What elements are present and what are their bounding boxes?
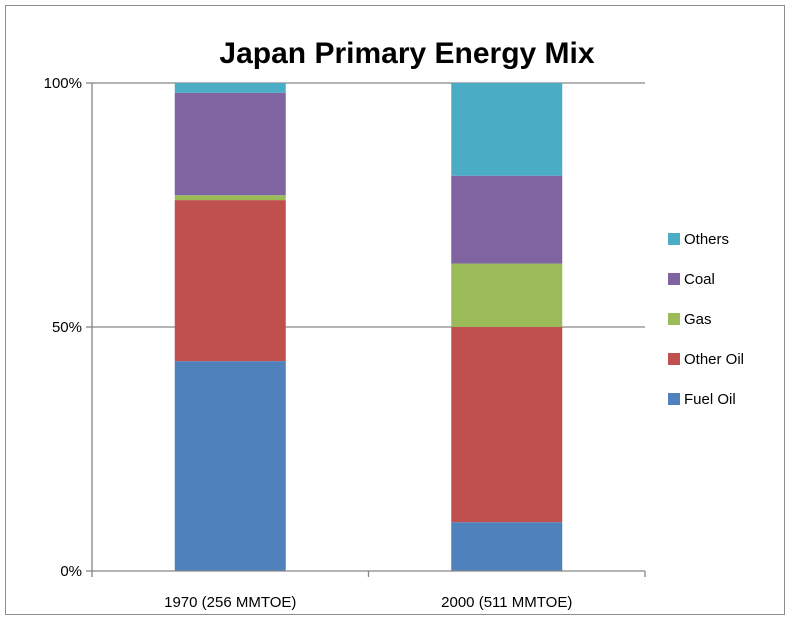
bar-segment-coal <box>451 175 563 264</box>
bar-segment-gas <box>174 195 286 201</box>
y-tick-label: 0% <box>60 563 82 580</box>
legend: Others Coal Gas Other Oil Fuel Oil <box>668 231 744 408</box>
bar-segment-other-oil <box>174 200 286 362</box>
x-tick-label: 1970 (256 MMTOE) <box>164 594 296 611</box>
bar-segment-others <box>451 83 563 176</box>
y-tick-label: 100% <box>44 75 82 92</box>
x-tick-label: 2000 (511 MMTOE) <box>441 594 572 611</box>
legend-label-coal: Coal <box>684 271 715 288</box>
chart-frame <box>5 5 785 615</box>
legend-label-others: Others <box>684 231 729 248</box>
bar-segment-other-oil <box>451 327 563 523</box>
bar-segment-fuel-oil <box>174 361 286 571</box>
legend-swatch-others <box>668 233 680 245</box>
legend-label-gas: Gas <box>684 311 712 328</box>
legend-label-other-oil: Other Oil <box>684 351 744 368</box>
chart-title: Japan Primary Energy Mix <box>219 37 594 70</box>
bar-segment-fuel-oil <box>451 522 563 571</box>
bars <box>174 83 563 571</box>
axes: 0% 50% 100% 1970 (256 MMTOE) 2000 (511 MMTOE… <box>44 75 646 611</box>
legend-swatch-other-oil <box>668 353 680 365</box>
legend-swatch-gas <box>668 313 680 325</box>
legend-swatch-coal <box>668 273 680 285</box>
legend-label-fuel-oil: Fuel Oil <box>684 391 736 408</box>
bar-segment-others <box>174 83 286 93</box>
legend-swatch-fuel-oil <box>668 393 680 405</box>
y-tick-label: 50% <box>52 319 82 336</box>
bar-segment-gas <box>451 263 563 327</box>
bar-segment-coal <box>174 92 286 196</box>
